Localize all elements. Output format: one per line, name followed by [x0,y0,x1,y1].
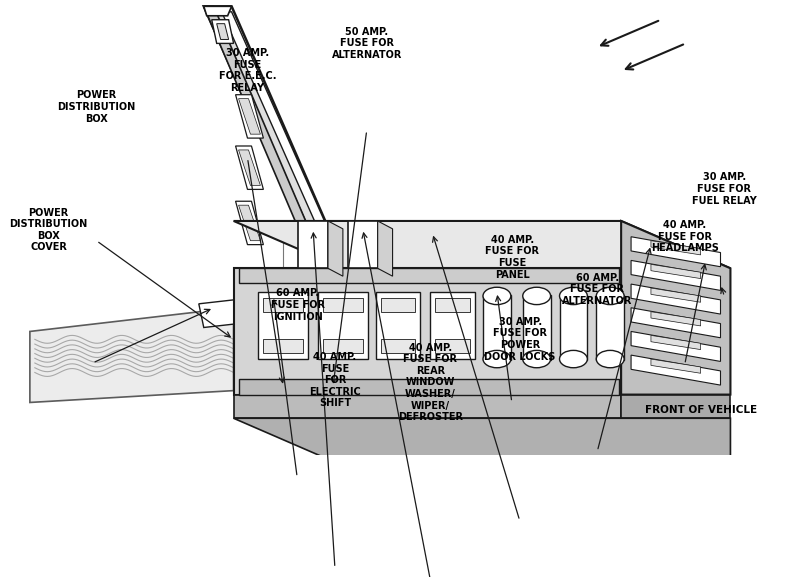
Polygon shape [651,264,701,279]
Polygon shape [651,312,701,326]
Polygon shape [199,300,238,328]
Polygon shape [234,418,730,466]
Polygon shape [238,150,261,185]
Polygon shape [435,339,470,353]
Polygon shape [30,308,234,403]
Polygon shape [378,221,393,276]
Text: 30 AMP.
FUSE FOR
POWER
DOOR LOCKS: 30 AMP. FUSE FOR POWER DOOR LOCKS [485,317,556,362]
Polygon shape [235,201,263,245]
Polygon shape [631,237,721,267]
Text: FRONT OF VEHICLE: FRONT OF VEHICLE [645,405,757,415]
Polygon shape [651,335,701,350]
Polygon shape [621,221,730,395]
Polygon shape [651,359,701,373]
Ellipse shape [483,287,511,305]
Polygon shape [214,12,385,379]
Polygon shape [298,221,328,268]
Text: 40 AMP.
FUSE FOR
REAR
WINDOW
WASHER/
WIPER/
DEFROSTER: 40 AMP. FUSE FOR REAR WINDOW WASHER/ WIP… [398,343,463,422]
Text: 40 AMP.
FUSE
FOR
ELECTRIC
SHIFT: 40 AMP. FUSE FOR ELECTRIC SHIFT [309,352,361,409]
Ellipse shape [596,350,624,368]
Text: 30 AMP.
FUSE
FOR E.E.C.
RELAY: 30 AMP. FUSE FOR E.E.C. RELAY [218,48,276,93]
Polygon shape [222,12,394,379]
Polygon shape [235,146,263,189]
Polygon shape [323,339,362,353]
Polygon shape [631,260,721,290]
Polygon shape [596,295,624,360]
Polygon shape [559,295,587,360]
Ellipse shape [596,287,624,305]
Polygon shape [204,6,377,387]
Ellipse shape [483,350,511,368]
Polygon shape [348,221,378,268]
Polygon shape [323,298,362,312]
Polygon shape [204,6,231,16]
Polygon shape [238,99,261,134]
Text: 40 AMP.
FUSE FOR
HEADLAMPS: 40 AMP. FUSE FOR HEADLAMPS [650,220,718,253]
Polygon shape [381,298,415,312]
Polygon shape [235,95,263,138]
Polygon shape [631,355,721,385]
Ellipse shape [559,350,587,368]
Text: 50 AMP.
FUSE FOR
ALTERNATOR: 50 AMP. FUSE FOR ALTERNATOR [331,27,402,60]
Text: 40 AMP.
FUSE FOR
FUSE
PANEL: 40 AMP. FUSE FOR FUSE PANEL [486,235,539,280]
Polygon shape [366,387,402,403]
Polygon shape [318,292,368,359]
Polygon shape [651,288,701,302]
Text: 30 AMP.
FUSE FOR
FUEL RELAY: 30 AMP. FUSE FOR FUEL RELAY [692,173,757,205]
Polygon shape [621,395,730,418]
Polygon shape [376,292,420,359]
Text: 60 AMP.
FUSE FOR
ALTERNATOR: 60 AMP. FUSE FOR ALTERNATOR [562,272,633,306]
Polygon shape [217,24,229,39]
Polygon shape [212,20,234,43]
Polygon shape [238,379,619,395]
Polygon shape [263,339,303,353]
Ellipse shape [522,287,550,305]
Polygon shape [631,308,721,338]
Polygon shape [631,284,721,314]
Polygon shape [430,292,475,359]
Text: 60 AMP.
FUSE FOR
IGNITION: 60 AMP. FUSE FOR IGNITION [270,288,325,322]
Polygon shape [263,298,303,312]
Polygon shape [651,241,701,255]
Polygon shape [238,205,261,241]
Polygon shape [234,395,621,418]
Polygon shape [631,331,721,361]
Polygon shape [258,292,308,359]
Ellipse shape [522,350,550,368]
Polygon shape [522,295,550,360]
Text: POWER
DISTRIBUTION
BOX: POWER DISTRIBUTION BOX [58,91,135,123]
Polygon shape [234,268,621,395]
Polygon shape [234,221,730,268]
Polygon shape [238,268,619,283]
Polygon shape [204,6,398,387]
Polygon shape [483,295,511,360]
Polygon shape [328,221,343,276]
Text: POWER
DISTRIBUTION
BOX
COVER: POWER DISTRIBUTION BOX COVER [10,208,88,252]
Ellipse shape [559,287,587,305]
Polygon shape [381,339,415,353]
Polygon shape [435,298,470,312]
